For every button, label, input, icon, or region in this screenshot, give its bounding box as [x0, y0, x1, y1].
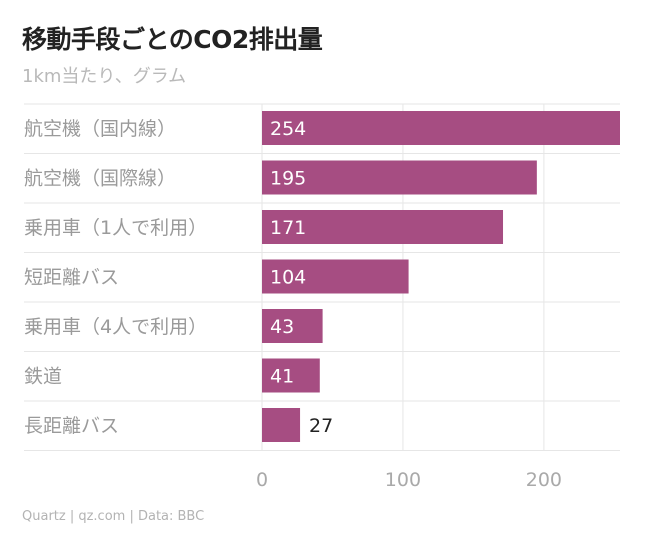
value-label: 27	[309, 415, 333, 437]
bar	[262, 160, 537, 195]
bar	[262, 408, 301, 442]
bar	[262, 210, 504, 244]
category-label: 長距離バス	[24, 415, 119, 437]
category-label: 航空機（国内線）	[24, 118, 176, 140]
value-label: 171	[270, 217, 306, 239]
bar	[262, 111, 620, 145]
chart-title: 移動手段ごとのCO2排出量	[22, 25, 323, 54]
value-label: 104	[270, 267, 306, 289]
bar	[262, 358, 320, 393]
category-label: 航空機（国際線）	[24, 168, 176, 190]
category-label: 短距離バス	[24, 267, 119, 289]
value-label: 41	[270, 366, 294, 388]
category-label: 乗用車（4人で利用）	[24, 316, 207, 338]
value-label: 195	[270, 168, 306, 190]
bar	[262, 309, 323, 343]
x-tick-label: 200	[526, 469, 562, 491]
value-label: 254	[270, 118, 306, 140]
x-tick-label: 0	[256, 469, 268, 491]
value-label: 43	[270, 316, 294, 338]
chart-subtitle: 1km当たり、グラム	[22, 66, 187, 87]
x-tick-label: 100	[385, 469, 421, 491]
category-label: 乗用車（1人で利用）	[24, 217, 207, 239]
source-credit: Quartz | qz.com | Data: BBC	[22, 509, 205, 524]
category-label: 鉄道	[24, 366, 62, 388]
bar	[262, 259, 409, 294]
